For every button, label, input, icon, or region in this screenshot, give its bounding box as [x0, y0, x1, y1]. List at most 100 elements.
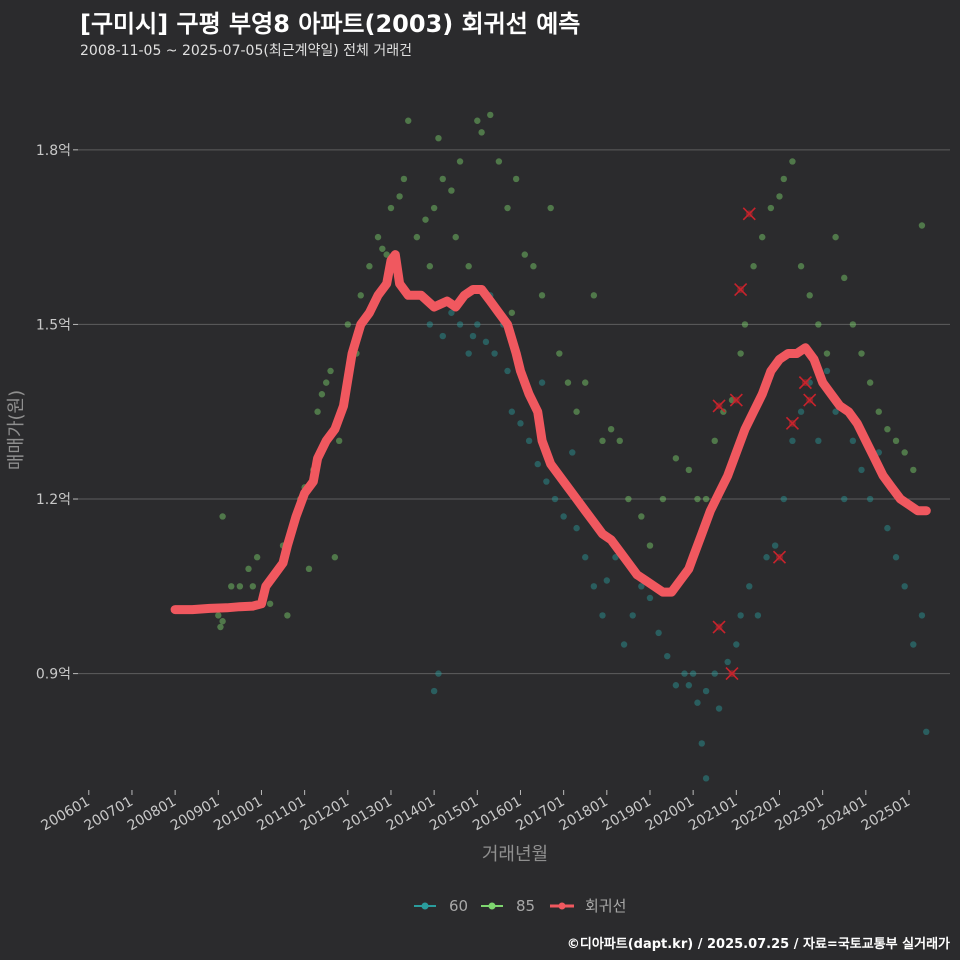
point-85: [495, 158, 503, 165]
point-60: [841, 495, 848, 503]
point-85: [866, 379, 874, 386]
point-85: [815, 321, 822, 328]
point-85: [448, 187, 455, 194]
y-tick-label: 1.8억: [36, 143, 71, 159]
point-60: [780, 495, 788, 503]
point-85: [797, 263, 805, 270]
point-85: [487, 111, 494, 119]
x-tick-label: 202001: [643, 794, 697, 835]
point-85: [215, 612, 222, 619]
point-60: [689, 670, 697, 677]
point-60: [582, 554, 589, 561]
point-60: [573, 524, 580, 532]
point-60: [763, 554, 770, 561]
point-85: [219, 513, 226, 520]
point-85: [590, 292, 598, 299]
legend: 60 85 회귀선: [414, 897, 626, 915]
point-60: [664, 652, 671, 660]
point-85: [426, 263, 434, 270]
point-60: [504, 367, 511, 375]
point-60: [849, 437, 857, 445]
x-tick-label: 200701: [82, 794, 136, 835]
point-60: [789, 437, 796, 445]
y-tick-label: 0.9억: [36, 667, 71, 683]
flagged-point-x: [712, 399, 726, 413]
point-85: [767, 204, 775, 212]
flagged-points: [712, 207, 817, 681]
point-60: [465, 350, 472, 357]
flagged-point-x: [785, 416, 800, 430]
point-85: [616, 437, 623, 445]
point-60: [538, 379, 546, 386]
point-85: [228, 583, 235, 590]
point-60: [469, 332, 477, 340]
point-85: [327, 367, 334, 375]
point-85: [901, 449, 908, 456]
point-60: [866, 495, 874, 503]
point-60: [724, 658, 731, 666]
point-60: [823, 367, 831, 375]
point-85: [582, 379, 589, 386]
point-85: [335, 437, 343, 445]
x-tick-label: 201201: [298, 794, 352, 835]
point-85: [607, 425, 615, 433]
point-60: [655, 629, 662, 637]
point-85: [366, 263, 373, 270]
point-85: [344, 321, 352, 328]
point-85: [875, 408, 882, 415]
point-85: [217, 623, 224, 631]
legend-60-marker: [421, 902, 429, 910]
point-60: [698, 740, 705, 747]
point-60: [435, 670, 442, 677]
point-85: [413, 233, 421, 241]
point-60: [543, 478, 550, 485]
point-85: [331, 554, 339, 561]
point-85: [892, 437, 900, 445]
point-85: [456, 158, 464, 165]
point-85: [556, 350, 563, 357]
point-85: [474, 117, 481, 124]
point-85: [422, 216, 429, 223]
point-85: [741, 321, 749, 328]
point-60: [910, 641, 917, 648]
point-85: [430, 204, 438, 212]
point-60: [560, 513, 567, 520]
point-85: [659, 495, 667, 503]
point-60: [456, 321, 464, 328]
point-60: [646, 594, 654, 602]
point-85: [512, 175, 520, 183]
point-85: [284, 612, 291, 619]
point-85: [379, 245, 386, 252]
point-85: [918, 222, 926, 229]
point-85: [737, 350, 744, 357]
point-60: [694, 699, 701, 706]
point-85: [702, 495, 710, 503]
grid-lines: [78, 149, 950, 675]
point-85: [538, 292, 546, 299]
point-85: [806, 292, 813, 299]
legend-85-label: 85: [516, 897, 535, 915]
point-85: [435, 134, 442, 142]
point-85: [638, 513, 645, 520]
point-60: [620, 641, 628, 648]
point-60: [815, 437, 822, 445]
point-85: [625, 495, 632, 503]
regression-line-group: [170, 250, 931, 615]
point-60: [711, 670, 718, 677]
x-tick-label: 200801: [125, 794, 179, 835]
point-60: [430, 687, 438, 695]
flagged-point-x: [798, 376, 812, 390]
flagged-point-x: [725, 667, 739, 681]
point-85: [841, 274, 848, 282]
x-tick-label: 201301: [341, 794, 395, 835]
point-85: [564, 379, 572, 386]
chart-subtitle: 2008-11-05 ~ 2025-07-05(최근계약일) 전체 거래건: [80, 43, 412, 59]
point-85: [672, 455, 680, 462]
point-85: [823, 350, 831, 357]
point-60: [448, 309, 455, 316]
point-85: [685, 466, 693, 474]
point-85: [521, 251, 528, 258]
point-60: [551, 495, 559, 503]
point-85: [305, 565, 313, 573]
point-60: [771, 542, 779, 549]
